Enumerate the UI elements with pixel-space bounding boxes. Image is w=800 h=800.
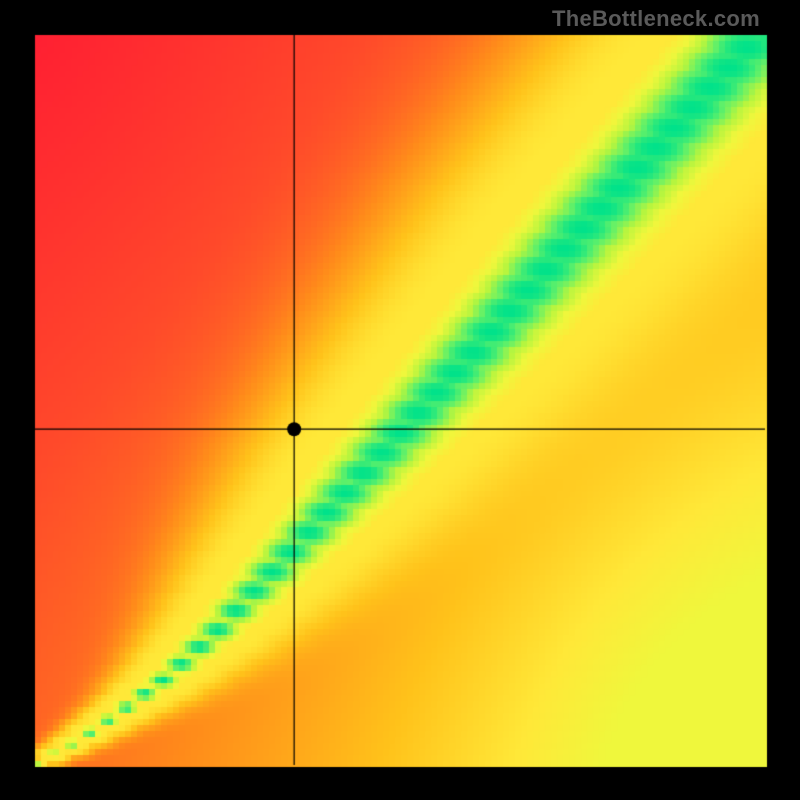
- bottleneck-heatmap: [0, 0, 800, 800]
- chart-container: { "watermark": { "text": "TheBottleneck.…: [0, 0, 800, 800]
- watermark-text: TheBottleneck.com: [552, 6, 760, 32]
